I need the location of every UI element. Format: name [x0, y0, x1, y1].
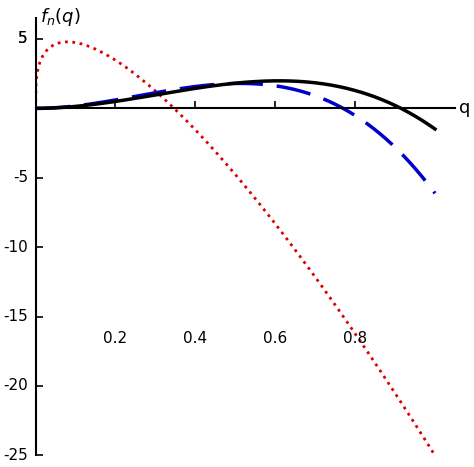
Text: -15: -15 — [3, 309, 28, 324]
Text: 0.6: 0.6 — [263, 331, 287, 346]
Text: 5: 5 — [18, 31, 28, 47]
Text: -25: -25 — [3, 448, 28, 463]
Text: -5: -5 — [13, 170, 28, 185]
Text: -10: -10 — [3, 240, 28, 255]
Text: $f_n(q)$: $f_n(q)$ — [39, 6, 80, 28]
Text: 0.2: 0.2 — [103, 331, 128, 346]
Text: -20: -20 — [3, 378, 28, 393]
Text: q: q — [459, 99, 470, 117]
Text: 0.4: 0.4 — [183, 331, 207, 346]
Text: 0.8: 0.8 — [343, 331, 367, 346]
Text: 5: 5 — [18, 31, 28, 47]
